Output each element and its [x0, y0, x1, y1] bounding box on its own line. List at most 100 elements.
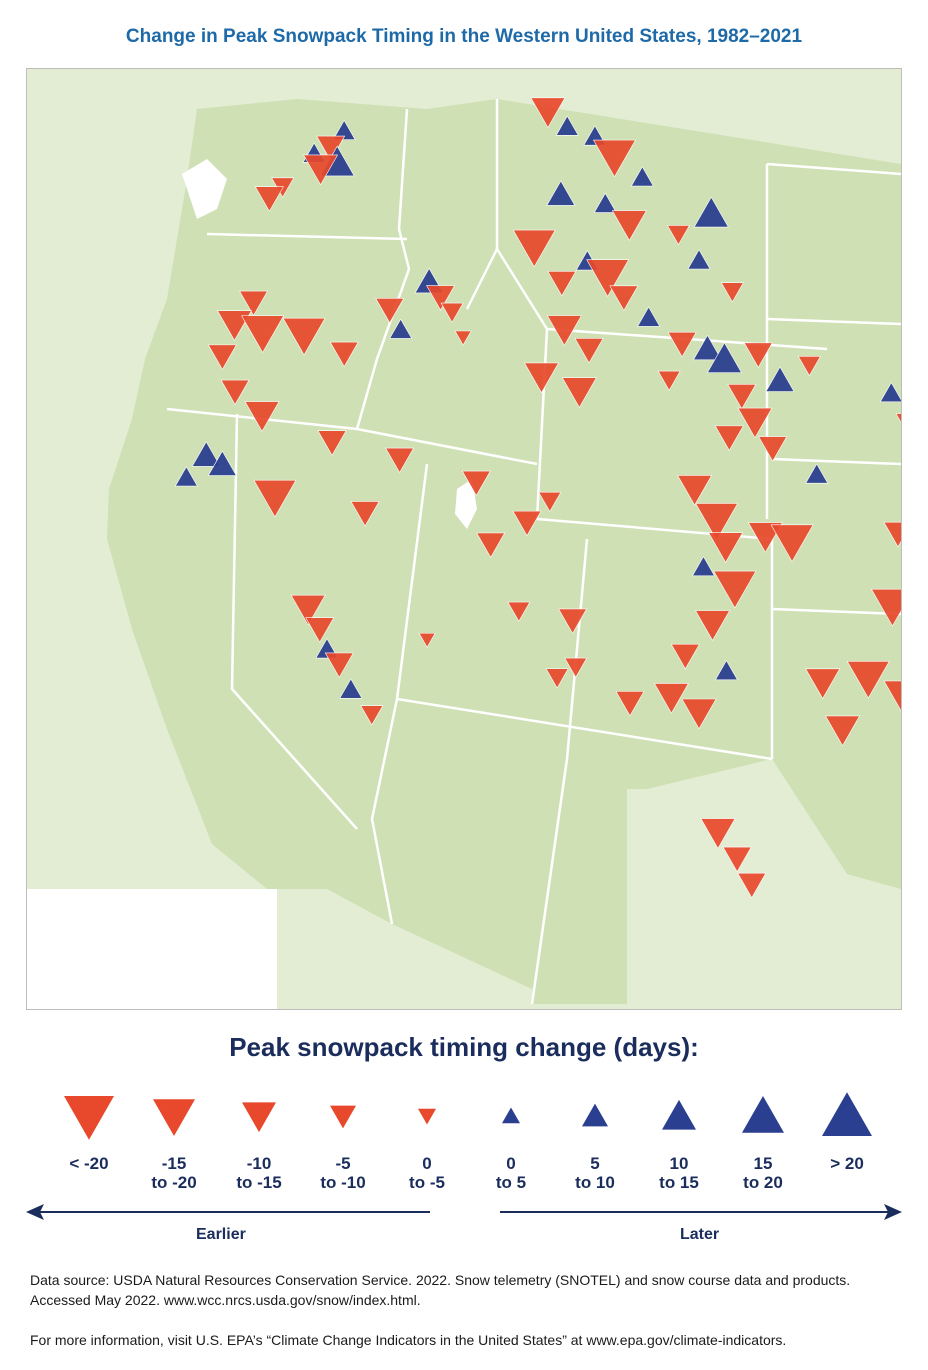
legend-label-line1: < -20 — [69, 1154, 109, 1173]
legend-label-line2: to 15 — [659, 1173, 699, 1192]
state-border-13 — [565, 538, 589, 760]
later-station-marker — [706, 342, 742, 373]
earlier-station-marker — [254, 186, 284, 212]
legend-label: < -20 — [44, 1154, 134, 1173]
earlier-station-marker — [695, 503, 739, 541]
earlier-station-marker — [727, 384, 757, 410]
legend-symbol — [822, 1092, 872, 1136]
earlier-station-marker — [609, 285, 639, 311]
earlier-station-marker — [303, 154, 339, 186]
later-station-marker — [687, 249, 711, 270]
legend-triangle — [330, 1105, 356, 1129]
state-border-18 — [766, 317, 901, 326]
legend-label-line2: to 5 — [495, 1173, 527, 1192]
legend-item: 0 to 5 — [466, 1088, 556, 1198]
earlier-station-marker — [282, 317, 326, 356]
earlier-station-marker — [743, 342, 773, 368]
later-station-marker — [207, 450, 237, 476]
earlier-station-marker — [220, 379, 250, 406]
legend-label: -5 to -10 — [298, 1154, 388, 1192]
earlier-station-marker — [239, 290, 269, 317]
earlier-station-marker — [317, 430, 347, 456]
earlier-station-marker — [770, 524, 814, 563]
earlier-station-marker — [714, 425, 744, 451]
legend-triangle — [242, 1102, 276, 1133]
earlier-station-marker — [418, 632, 436, 648]
state-border-8 — [230, 413, 358, 830]
earlier-station-marker — [825, 715, 861, 747]
earlier-station-marker — [547, 271, 577, 297]
earlier-station-marker — [653, 683, 689, 714]
legend-symbol — [64, 1096, 114, 1140]
earlier-station-marker — [695, 610, 731, 641]
state-border-1 — [355, 108, 411, 430]
legend-label-line1: > 20 — [830, 1154, 864, 1173]
earlier-station-marker — [737, 872, 767, 899]
legend-label-line1: -15 — [161, 1154, 187, 1173]
legend-label-line1: 5 — [590, 1154, 600, 1173]
legend-symbol — [153, 1099, 195, 1136]
earlier-station-marker — [385, 447, 415, 474]
legend-label: > 20 — [802, 1154, 892, 1173]
later-station-marker — [339, 678, 363, 699]
later-station-marker — [714, 659, 738, 681]
earlier-station-marker — [870, 588, 901, 627]
later-label: Later — [680, 1226, 720, 1243]
earlier-station-marker — [564, 657, 588, 678]
later-station-marker — [693, 196, 729, 228]
earlier-station-marker — [846, 661, 890, 699]
earlier-station-marker — [720, 282, 744, 303]
legend-triangle — [742, 1096, 784, 1133]
more-info-note: For more information, visit U.S. EPA’s “… — [30, 1332, 787, 1348]
earlier-station-marker — [561, 377, 597, 409]
legend-triangle — [153, 1099, 195, 1136]
earlier-station-marker — [722, 846, 752, 873]
legend-symbol — [662, 1099, 696, 1130]
earlier-station-marker — [700, 818, 736, 849]
legend-label-line2: to -5 — [409, 1173, 445, 1192]
earlier-station-marker — [290, 594, 326, 626]
earlier-station-marker — [708, 532, 744, 564]
earlier-station-marker — [305, 617, 335, 643]
map-panel — [26, 68, 902, 1010]
earlier-station-marker — [805, 668, 841, 700]
state-border-14 — [530, 758, 569, 1005]
legend-item: 15 to 20 — [718, 1088, 808, 1198]
earlier-station-marker — [523, 362, 560, 394]
earlier-station-marker — [207, 344, 237, 370]
state-border-19 — [771, 457, 901, 466]
legend-symbol — [418, 1108, 436, 1125]
earlier-station-marker — [476, 532, 506, 558]
legend-label-line2: to -20 — [151, 1173, 197, 1192]
earlier-station-marker — [426, 285, 456, 311]
earlier-station-marker — [375, 297, 405, 324]
earlier-station-marker — [461, 470, 491, 497]
earlier-station-marker — [592, 139, 636, 178]
earlier-station-marker — [883, 680, 901, 712]
legend-symbol — [742, 1096, 784, 1133]
state-border-9 — [356, 427, 538, 466]
earlier-arrow — [26, 1204, 430, 1220]
legend-symbol — [242, 1102, 276, 1133]
legend-item: -5 to -10 — [298, 1088, 388, 1198]
state-border-0 — [206, 232, 408, 241]
earlier-station-marker — [253, 479, 297, 518]
earlier-station-marker — [241, 315, 285, 354]
earlier-station-marker — [666, 225, 690, 246]
state-border-17 — [766, 162, 901, 176]
earlier-station-marker — [586, 259, 630, 298]
legend-label-line1: 0 — [506, 1154, 516, 1173]
later-arrow — [500, 1204, 902, 1220]
earlier-station-marker — [797, 356, 821, 377]
legend-item: -10 to -15 — [214, 1088, 304, 1198]
earlier-station-marker — [883, 521, 901, 548]
later-station-marker — [174, 466, 198, 487]
legend-item: -15 to -20 — [129, 1088, 219, 1198]
legend-symbol — [582, 1103, 608, 1127]
legend-symbol — [502, 1107, 520, 1124]
legend-item: > 20 — [802, 1088, 892, 1198]
later-station-marker — [692, 334, 722, 361]
state-border-3 — [465, 246, 549, 330]
legend-label: -15 to -20 — [129, 1154, 219, 1192]
state-border-6 — [535, 328, 549, 520]
